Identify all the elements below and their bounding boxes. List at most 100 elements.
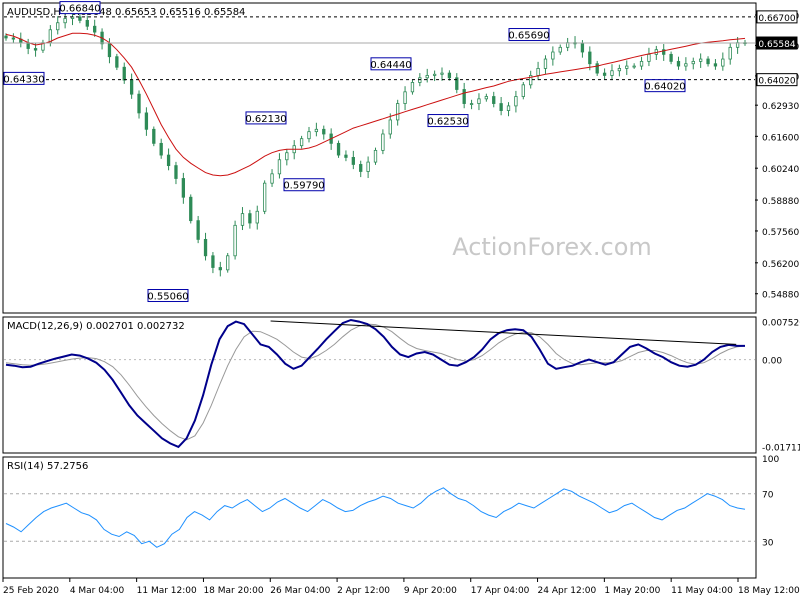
- candle-body: [440, 72, 444, 75]
- candle-body: [610, 70, 614, 76]
- candle-body: [521, 84, 525, 97]
- candle-body: [152, 128, 156, 144]
- candle-body: [728, 46, 732, 60]
- candle-body: [285, 152, 289, 161]
- candle-body: [11, 37, 16, 40]
- candle-body: [226, 255, 230, 271]
- price-annotation-box: [245, 111, 287, 125]
- candle-body: [203, 238, 208, 257]
- candle-body: [85, 19, 89, 27]
- x-tick-label: 24 Apr 12:00: [538, 586, 597, 596]
- candle-body: [255, 210, 259, 224]
- price-tick-label: 0.62930: [762, 102, 799, 112]
- candle-body: [639, 60, 644, 67]
- rsi-plot: [4, 487, 755, 548]
- x-tick-label: 17 Apr 04:00: [471, 586, 530, 596]
- candle-body: [447, 72, 452, 79]
- candle-body: [558, 46, 562, 53]
- x-tick-label: 1 May 20:00: [604, 586, 660, 596]
- candle-body: [462, 89, 466, 104]
- level-price-box: [756, 10, 798, 24]
- candle-body: [676, 60, 681, 67]
- price-plot: 0.66840 0.64330 0.55060 0.62130 0.59790 0.644…: [3, 1, 755, 303]
- candle-body: [189, 196, 193, 222]
- candle-body: [115, 56, 119, 68]
- candle-body: [270, 173, 274, 184]
- candle-body: [373, 149, 378, 163]
- price-annotation-box: [508, 28, 550, 42]
- candle-body: [56, 22, 60, 31]
- candle-body: [691, 60, 695, 65]
- candle-body: [529, 75, 533, 86]
- candle-body: [366, 161, 370, 172]
- candle-body: [469, 103, 474, 105]
- price-annotation-box: [147, 289, 189, 303]
- candle-body: [551, 51, 555, 60]
- candle-body: [588, 51, 592, 65]
- candle-body: [432, 73, 437, 76]
- candle-body: [477, 98, 481, 104]
- candle-body: [144, 112, 149, 130]
- macd-panel-frame: [2, 316, 757, 454]
- x-tick-label: 25 Feb 2020: [3, 586, 59, 596]
- candle-body: [233, 224, 237, 257]
- x-tick-label: 26 Mar 04:00: [270, 586, 330, 596]
- candle-body: [159, 142, 163, 156]
- x-tick-label: 2 Apr 12:00: [337, 586, 390, 596]
- candle-body: [322, 128, 326, 135]
- macd-tick-label: 0.007526: [762, 318, 800, 328]
- candle-body: [403, 91, 407, 104]
- candle-body: [78, 16, 82, 21]
- candle-body: [240, 213, 245, 226]
- candle-body: [662, 49, 666, 55]
- candle-body: [4, 35, 8, 39]
- candle-body: [625, 65, 629, 69]
- candle-body: [713, 63, 718, 67]
- candle-body: [314, 128, 319, 133]
- candle-body: [514, 96, 518, 107]
- candle-body: [388, 119, 392, 135]
- candle-body: [381, 133, 385, 151]
- candle-body: [455, 77, 459, 90]
- price-annotation-box: [3, 71, 45, 85]
- macd-header: MACD(12,26,9) 0.002701 0.002732: [7, 321, 185, 332]
- current-price-box: [756, 36, 798, 50]
- x-axis-labels: 25 Feb 2020 4 Mar 04:00 11 Mar 12:00 18 Mar…: [2, 578, 800, 596]
- candle-body: [706, 58, 710, 65]
- candle-body: [492, 96, 496, 104]
- price-annotation-label: 0.62130: [245, 114, 286, 125]
- watermark: ActionForex.com: [452, 233, 652, 261]
- candle-body: [196, 220, 200, 240]
- x-tick-label: 11 May 04:00: [671, 586, 733, 596]
- price-tick-label: 0.58880: [762, 197, 799, 207]
- moving-average-line: [5, 32, 746, 177]
- candle-body: [137, 93, 141, 114]
- macd-main-line: [5, 318, 745, 449]
- price-annotation-label: 0.64440: [370, 60, 411, 71]
- candle-body: [602, 72, 607, 76]
- candle-body: [536, 68, 540, 76]
- candle-body: [26, 42, 30, 49]
- candle-body: [595, 63, 599, 74]
- candle-body: [425, 75, 429, 79]
- candle-body: [721, 58, 725, 67]
- candle-body: [336, 142, 341, 156]
- price-annotation-label: 0.59790: [283, 181, 324, 192]
- current-price-label: 0.65584: [758, 40, 795, 50]
- candle-body: [181, 178, 186, 198]
- price-tick-label: 0.60240: [762, 165, 799, 175]
- candle-body: [484, 96, 489, 100]
- candle-body: [122, 66, 126, 81]
- candle-body: [129, 79, 134, 95]
- price-annotation-box: [644, 79, 686, 93]
- main-panel-frame: [2, 2, 757, 314]
- candle-body: [669, 53, 673, 62]
- macd-signal-line: [5, 323, 746, 441]
- price-annotation-label: 0.65690: [508, 31, 549, 42]
- candle-body: [699, 58, 703, 62]
- price-annotation-box: [370, 57, 412, 71]
- rsi-tick-label: 100: [762, 455, 779, 465]
- symbol-header: AUDUSD,H4 0.65648 0.65653 0.65516 0.6558…: [7, 7, 245, 18]
- candle-body: [299, 138, 304, 147]
